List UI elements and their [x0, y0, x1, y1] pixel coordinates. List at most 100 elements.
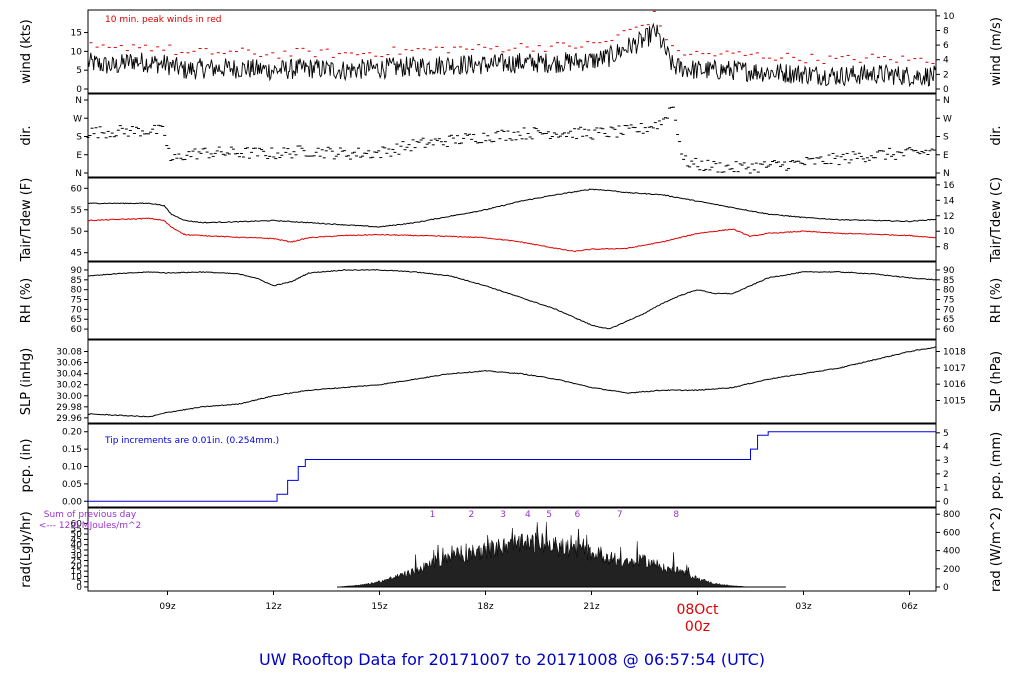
x-tick-label-4: 21z: [583, 602, 599, 612]
right-tick-label-rh-1: 65: [943, 315, 954, 325]
rad-annotation-line-2: <--- 12.0 MJoules/m^2: [39, 521, 141, 531]
right-tick-label-wind-2: 4: [943, 56, 949, 66]
left-tick-label-wind-2: 10: [71, 47, 83, 57]
ylabel-right-rad: rad (W/m^2): [989, 507, 1004, 592]
ylabel-left-pcp: pcp. (in): [19, 439, 34, 493]
right-tick-label-rad-0: 0: [943, 583, 949, 593]
series-wind-line: [87, 22, 937, 88]
panel-frame-dir: [87, 93, 937, 178]
right-tick-label-pcp-4: 4: [943, 443, 949, 453]
wind-annotation: 10 min. peak winds in red: [105, 15, 222, 25]
right-tick-label-rh-0: 60: [943, 325, 955, 335]
left-tick-label-slp-4: 30.04: [56, 370, 82, 380]
right-tick-label-slp-0: 1015: [943, 396, 966, 406]
ylabel-left-rh: RH (%): [19, 278, 34, 323]
panel-frame-rh: [87, 261, 937, 340]
rad-hour-marker-0: 1: [430, 510, 436, 520]
left-tick-label-temp-3: 60: [71, 184, 83, 194]
x-tick-label-6: 03z: [795, 602, 811, 612]
ylabel-left-wind: wind (kts): [19, 19, 34, 83]
left-tick-label-slp-6: 30.08: [56, 348, 82, 358]
left-tick-label-rh-0: 60: [71, 325, 83, 335]
ylabel-left-rad: rad(Lgly/hr): [19, 511, 34, 587]
right-tick-label-rh-6: 90: [943, 266, 955, 276]
ylabel-right-wind: wind (m/s): [989, 17, 1004, 86]
left-tick-label-slp-3: 30.02: [56, 381, 82, 391]
right-tick-label-pcp-3: 3: [943, 456, 949, 466]
ylabel-right-temp: Tair/Tdew (C): [989, 177, 1004, 263]
right-tick-label-rh-3: 75: [943, 296, 954, 306]
left-tick-label-pcp-4: 0.20: [62, 428, 82, 438]
left-tick-label-rh-3: 75: [71, 296, 82, 306]
left-tick-label-temp-2: 55: [71, 206, 82, 216]
left-tick-label-pcp-0: 0.00: [62, 497, 82, 507]
series-tair-line: [87, 188, 937, 228]
left-tick-label-slp-1: 29.98: [56, 403, 82, 413]
series-rad-area: [337, 522, 751, 588]
rad-hour-marker-4: 5: [546, 510, 552, 520]
right-tick-label-dir-2: S: [943, 133, 949, 143]
right-tick-label-rad-2: 400: [943, 547, 960, 557]
right-tick-label-rh-5: 85: [943, 276, 954, 286]
left-tick-label-rad-6: 30: [71, 551, 83, 561]
right-tick-label-rad-1: 200: [943, 565, 960, 575]
series-rh-line: [87, 269, 937, 330]
right-tick-label-pcp-2: 2: [943, 470, 949, 480]
right-tick-label-dir-4: N: [943, 96, 950, 106]
rad-hour-marker-2: 3: [500, 510, 506, 520]
right-tick-label-wind-5: 10: [943, 12, 955, 22]
left-tick-label-rad-4: 20: [71, 562, 83, 572]
ylabel-right-dir: dir.: [989, 125, 1004, 145]
right-tick-label-temp-4: 16: [943, 181, 955, 191]
series-pcp-line: [88, 431, 936, 502]
panel-frame-temp: [87, 177, 937, 262]
x-tick-label-2: 15z: [371, 602, 387, 612]
right-tick-label-temp-2: 12: [943, 212, 954, 222]
left-tick-label-rad-5: 25: [71, 557, 82, 567]
left-tick-label-rad-1: 5: [76, 578, 82, 588]
left-tick-label-wind-3: 15: [71, 29, 82, 39]
left-tick-label-temp-0: 45: [71, 249, 82, 259]
right-tick-label-wind-0: 0: [943, 85, 949, 95]
left-tick-label-slp-5: 30.06: [56, 359, 82, 369]
left-tick-label-rh-1: 65: [71, 315, 82, 325]
rad-hour-marker-5: 6: [574, 510, 580, 520]
left-tick-label-rad-12: 60: [71, 520, 83, 530]
left-tick-label-rh-2: 70: [71, 305, 83, 315]
x-tick-label-0: 09z: [159, 602, 175, 612]
left-tick-label-rh-4: 80: [71, 286, 83, 296]
left-tick-label-temp-1: 50: [71, 227, 83, 237]
right-tick-label-dir-1: E: [943, 151, 949, 161]
rad-annotation-line-1: Sum of previous day: [44, 510, 137, 520]
left-tick-label-dir-0: N: [75, 169, 82, 179]
rad-hour-marker-7: 8: [673, 510, 679, 520]
rad-hour-marker-3: 4: [525, 510, 531, 520]
right-tick-label-wind-3: 6: [943, 41, 949, 51]
x-tick-label-3: 18z: [477, 602, 493, 612]
right-tick-label-slp-3: 1018: [943, 347, 966, 357]
left-tick-label-rad-2: 10: [71, 572, 83, 582]
right-tick-label-wind-4: 8: [943, 26, 949, 36]
right-tick-label-rh-4: 80: [943, 286, 955, 296]
right-tick-label-pcp-1: 1: [943, 484, 949, 494]
rad-hour-marker-1: 2: [468, 510, 474, 520]
x-tick-label-7: 06z: [901, 602, 917, 612]
left-tick-label-rh-5: 85: [71, 276, 82, 286]
panel-frame-pcp: [87, 423, 937, 508]
right-tick-label-wind-1: 2: [943, 70, 949, 80]
right-tick-label-rad-3: 600: [943, 528, 960, 538]
left-tick-label-rad-0: 0: [76, 583, 82, 593]
ylabel-left-slp: SLP (inHg): [19, 348, 34, 416]
series-tdew-line: [87, 217, 937, 253]
left-tick-label-wind-0: 0: [76, 85, 82, 95]
left-tick-label-rh-6: 90: [71, 266, 83, 276]
left-tick-label-rad-10: 50: [71, 530, 83, 540]
ylabel-left-temp: Tair/Tdew (F): [19, 178, 34, 263]
pcp-annotation: Tip increments are 0.01in. (0.254mm.): [104, 436, 279, 446]
right-tick-label-slp-1: 1016: [943, 380, 966, 390]
left-tick-label-pcp-2: 0.10: [62, 463, 82, 473]
left-tick-label-dir-2: S: [76, 133, 82, 143]
left-tick-label-pcp-3: 0.15: [62, 445, 82, 455]
date-label-line-2: 00z: [685, 619, 710, 635]
